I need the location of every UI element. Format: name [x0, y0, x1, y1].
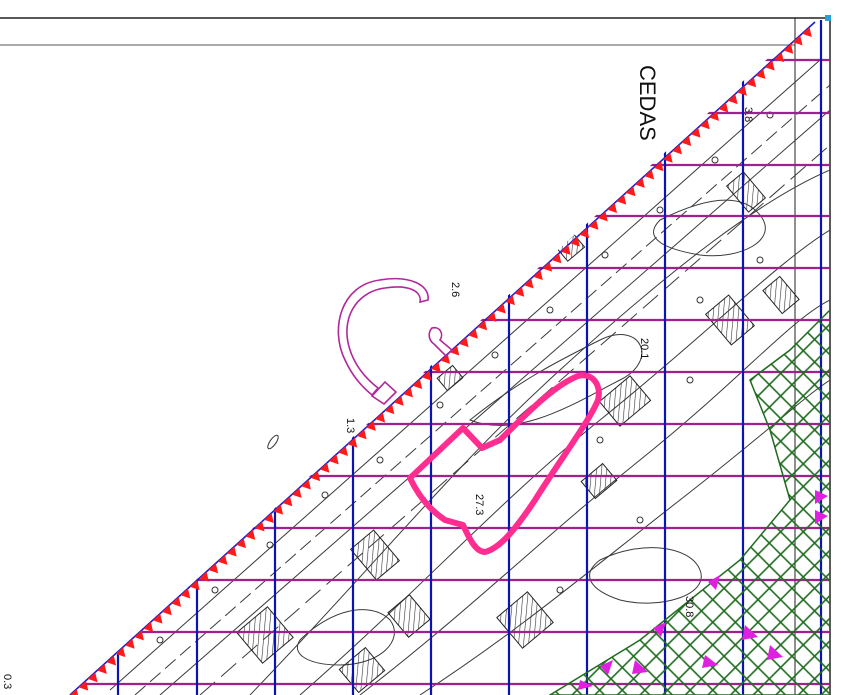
coastline-triangle-icon [718, 102, 729, 113]
coastline [69, 21, 816, 695]
coastline-triangle-icon [78, 680, 89, 691]
coastline-triangle-icon [347, 437, 358, 448]
coastline-triangle-icon [774, 52, 784, 63]
vegetation-zone [547, 308, 830, 695]
coastline-triangle-icon [310, 471, 321, 482]
breakwater [337, 277, 454, 406]
coastline-triangle-icon [384, 404, 395, 415]
coastal-road-markers [156, 111, 774, 644]
coastline-triangle-icon [189, 580, 200, 591]
coastline-triangle-icon [737, 85, 747, 96]
coastline-triangle-icon [449, 345, 460, 356]
coastline-triangle-icon [616, 194, 627, 205]
coastline-triangle-icon [412, 378, 423, 389]
coastline-triangle-icon [700, 119, 710, 130]
coastline-triangle-icon [328, 454, 339, 465]
coastline-triangle-icon [792, 35, 803, 46]
coastline-triangle-icon [579, 228, 590, 239]
coastline-triangle-icon [70, 688, 79, 695]
coastline-triangle-icon [393, 395, 404, 406]
coastline-triangle-icon [106, 655, 117, 666]
rock-outcrop [267, 434, 279, 450]
coastline-triangle-icon [87, 672, 98, 683]
land-area [70, 20, 830, 695]
coastline-triangle-icon [560, 244, 571, 255]
coastline-triangle-icon [542, 261, 553, 272]
coastline-triangle-icon [375, 412, 386, 423]
coastline-triangle-icon [431, 362, 441, 373]
coastline-triangle-icon [152, 613, 163, 624]
coastline-triangle-icon [403, 387, 413, 398]
coastline-triangle-icon [282, 496, 293, 507]
coastline-triangle-icon [208, 563, 219, 574]
elevation-label: 1.3 [344, 418, 356, 433]
coastline-triangle-icon [264, 513, 274, 524]
coastline-triangle-icon [143, 621, 154, 632]
coastline-triangle-icon [783, 43, 794, 54]
coastline-triangle-icon [625, 186, 636, 197]
coastline-triangle-icon [764, 60, 775, 71]
coastline-triangle-icon [421, 370, 432, 381]
coastline-triangle-icon [70, 27, 812, 695]
coastline-triangle-icon [551, 253, 562, 264]
coastline-triangle-icon [226, 546, 237, 557]
coastline-triangle-icon [635, 177, 645, 188]
coastline-triangle-icon [171, 596, 182, 607]
elevation-label: 20.1 [638, 338, 650, 359]
elevation-label: 2.6 [449, 282, 461, 297]
coastline-triangle-icon [134, 630, 144, 641]
marker-triangle-icon [578, 490, 828, 690]
coastline-triangle-icon [199, 571, 209, 582]
coastline-triangle-icon [366, 420, 376, 431]
coastline-triangle-icon [514, 286, 525, 297]
coastline-triangle-icon [468, 328, 478, 339]
elevation-label: 3.8 [742, 107, 754, 122]
coastline-triangle-icon [236, 538, 246, 549]
elevation-label: 30.8 [683, 596, 695, 617]
coastline-triangle-icon [356, 429, 367, 440]
coastline-triangle-icon [162, 605, 172, 616]
coastline-triangle-icon [486, 311, 497, 322]
coastline-triangle-icon [755, 68, 766, 79]
coastline-triangle-icon [597, 211, 608, 222]
coastline-triangle-icon [254, 521, 265, 532]
coastline-triangle-icon [338, 445, 348, 456]
coastline-triangle-icon [746, 77, 757, 88]
coastline-triangle-icon [570, 236, 580, 247]
coastline-triangle-icon [477, 320, 488, 331]
coastline-triangle-icon [319, 462, 330, 473]
coastline-triangle-icon [533, 270, 543, 281]
coastline-triangle-icon [495, 303, 506, 314]
coastline-triangle-icon [644, 169, 655, 180]
place-label-cedas: CEDAS [635, 65, 660, 141]
coastline-triangle-icon [180, 588, 191, 599]
elevation-label: 0.3 [1, 674, 13, 689]
coastline-triangle-icon [273, 504, 284, 515]
coastline-triangle-icon [727, 94, 738, 105]
coastline-triangle-icon [523, 278, 534, 289]
coastline-triangle-icon [690, 127, 701, 138]
coastline-triangle-icon [662, 152, 673, 163]
coastline-triangle-icon [97, 663, 107, 674]
coastline-triangle-icon [681, 135, 692, 146]
coastline-triangle-icon [124, 638, 135, 649]
coastline-triangle-icon [505, 295, 515, 306]
coastline-triangle-icon [301, 479, 311, 490]
coastline-triangle-icon [588, 219, 599, 230]
coastline-triangle-icon [440, 353, 451, 364]
coastline-triangle-icon [709, 110, 720, 121]
coastline-triangle-icon [115, 647, 126, 658]
coastline-triangle-icon [291, 487, 302, 498]
coastline-triangle-icon [802, 27, 812, 38]
highlighted-parcel[interactable] [407, 372, 602, 555]
coastline-triangle-icon [607, 202, 617, 214]
coastline-triangle-icon [653, 161, 664, 172]
coastline-triangle-icon [217, 554, 228, 565]
coastline-triangle-icon [672, 144, 682, 155]
hatched-building-icon [236, 171, 800, 694]
coastline-triangle-icon [245, 529, 256, 540]
coastline-triangle-icon [458, 337, 469, 348]
elevation-label: 27.3 [473, 494, 485, 515]
